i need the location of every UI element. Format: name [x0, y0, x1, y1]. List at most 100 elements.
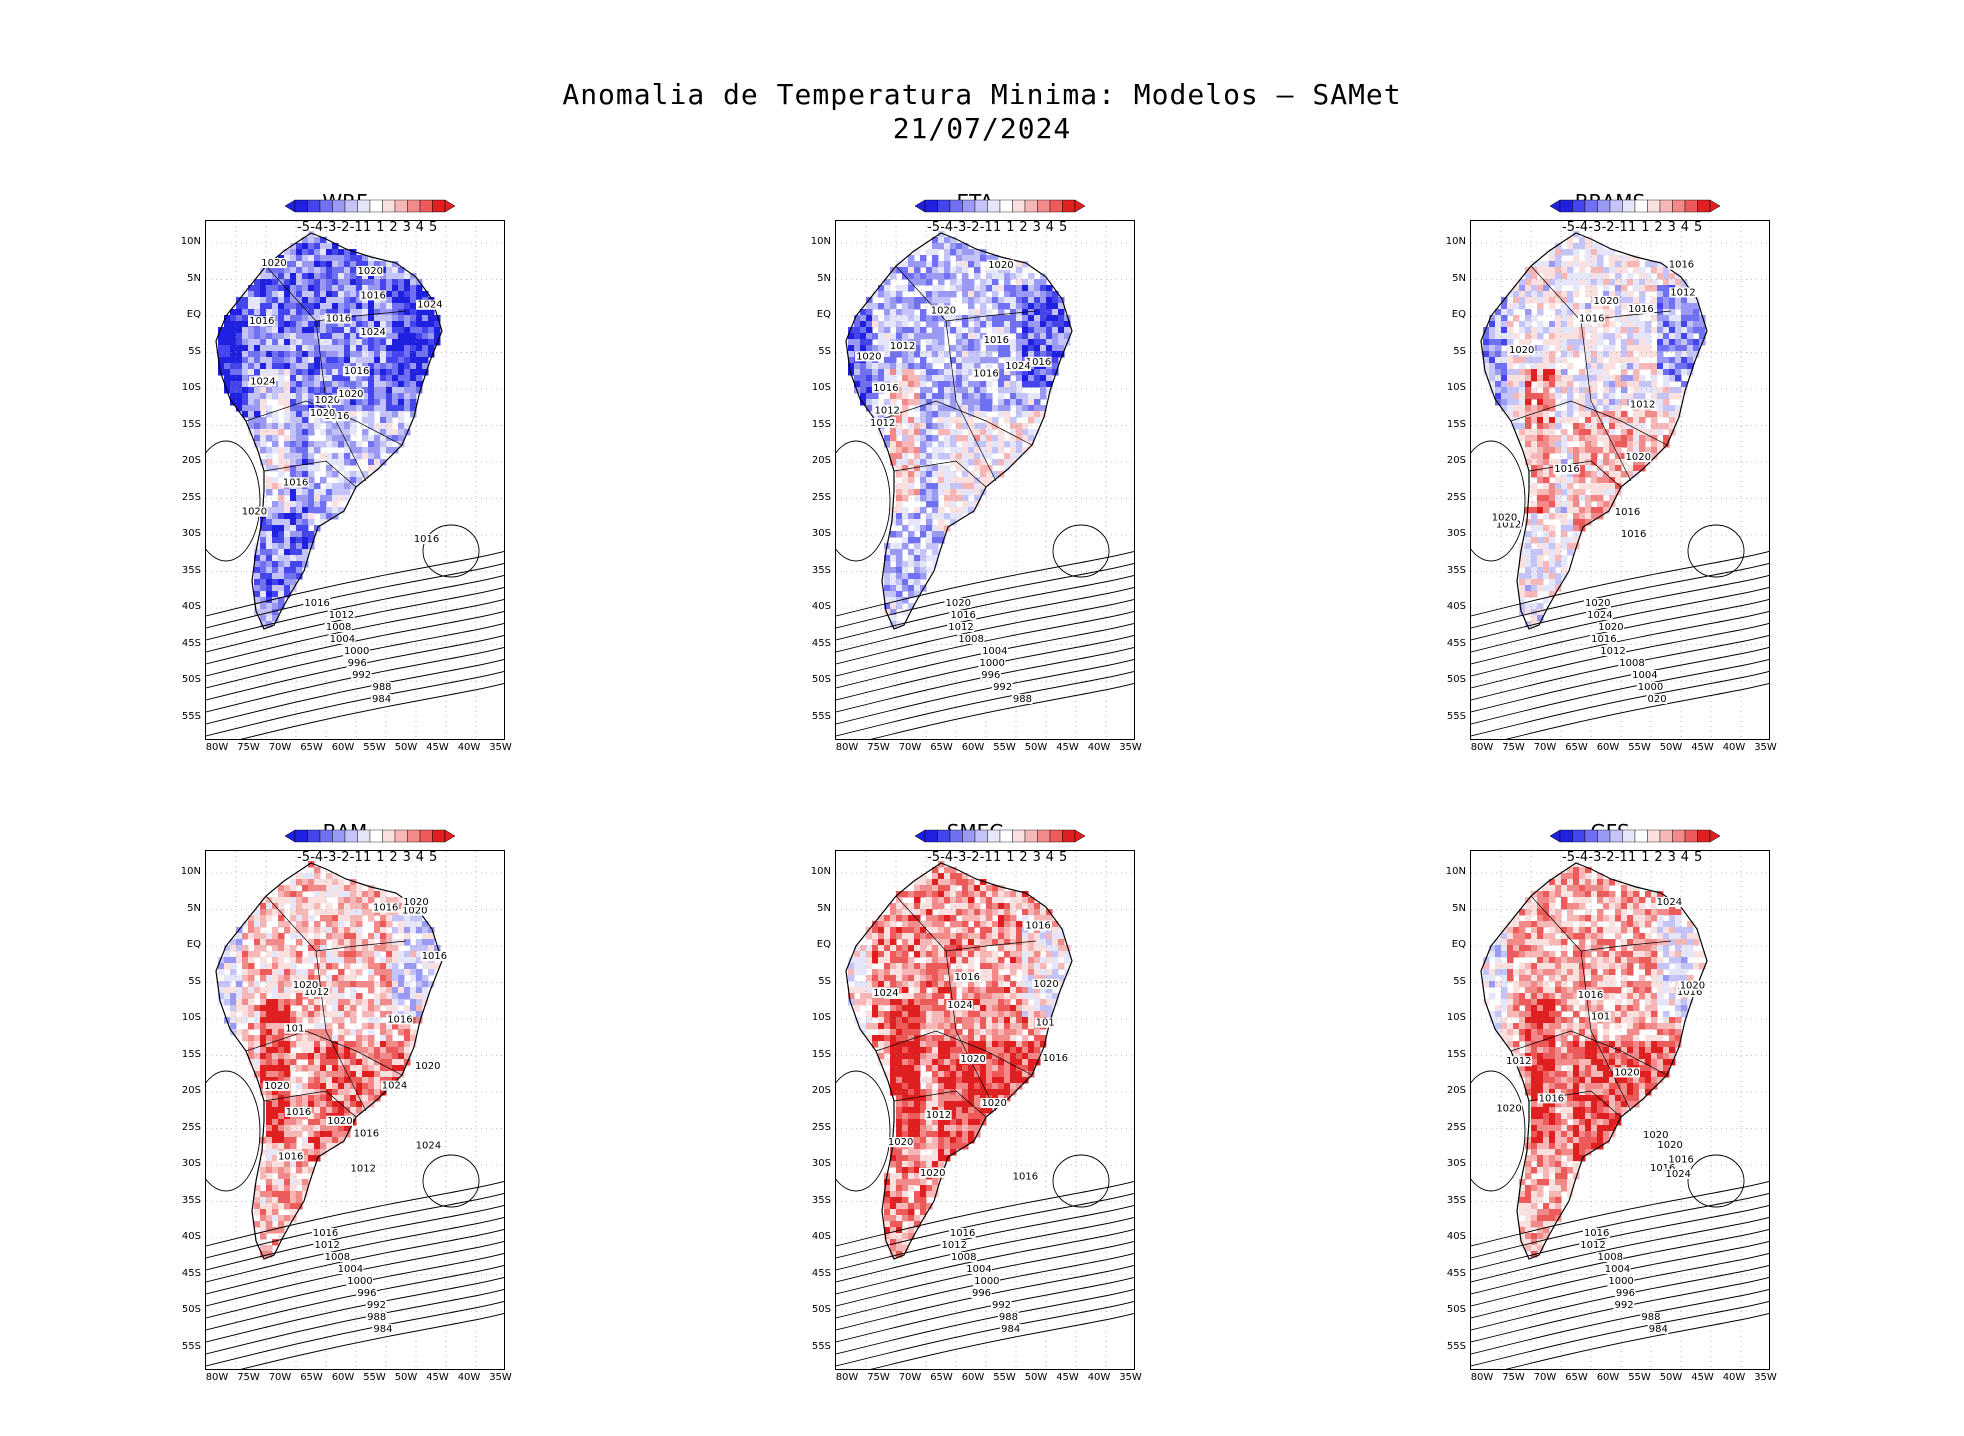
isobar — [240, 1313, 504, 1369]
isobar-label: 1024 — [1587, 610, 1612, 621]
lat-tick-label: 20S — [811, 455, 831, 466]
isobar-label: 1000 — [347, 1276, 372, 1287]
lon-tick-label: 35W — [489, 742, 512, 753]
isobar-label-bg — [868, 417, 896, 428]
isobar — [206, 551, 504, 617]
colorbar: -5 -4 -3 -2 -1 1 1 2 3 4 5 — [914, 198, 1086, 235]
isobar — [206, 1277, 504, 1343]
isobar-label: 1020 — [960, 1054, 985, 1065]
lat-tick-label: 50S — [1446, 1304, 1466, 1315]
isobar — [836, 1229, 1134, 1295]
isobar-label-bg — [1586, 610, 1613, 620]
lat-tick-label: 25S — [181, 491, 201, 503]
anomaly-map: 1011016101210201016101610201016102010201… — [836, 851, 1134, 1369]
lon-tick-label: 50W — [1024, 1372, 1048, 1383]
figure-title: Anomalia de Temperatura Minima: Modelos … — [562, 78, 1402, 111]
isobar-label: 1016 — [955, 972, 980, 983]
isobar-label: 1016 — [1669, 260, 1694, 271]
isobar-label: 1008 — [951, 1252, 976, 1263]
isobar-label-bg — [1627, 303, 1655, 314]
colorbar-label: 5 — [1059, 220, 1068, 235]
isobar-label-bg — [997, 1312, 1019, 1322]
lat-tick-label: 10S — [1446, 382, 1466, 393]
isobar-label-bg — [1024, 356, 1052, 367]
lon-tick-label: 55W — [363, 1372, 386, 1383]
lon-tick-label: 40W — [457, 742, 481, 753]
isobar — [836, 635, 1134, 701]
colorbar-swatch — [1062, 829, 1076, 843]
isobar-label: 1012 — [1670, 287, 1695, 298]
colorbar-arrow-right — [444, 829, 456, 843]
isobar-label-bg — [1041, 1052, 1069, 1063]
country-border — [263, 1090, 357, 1118]
isobar-label: 1016 — [1026, 357, 1051, 368]
colorbar-label: 5 — [1694, 850, 1703, 865]
isobar-label: 1016 — [278, 1151, 303, 1162]
colorbar-swatch — [307, 199, 321, 213]
isobar-label: 1020 — [946, 598, 971, 609]
colorbar-label: 2 — [389, 220, 398, 235]
isobar-label: 1016 — [387, 1014, 412, 1025]
colorbar-label: 1 — [376, 220, 385, 235]
isobar — [1471, 1217, 1769, 1283]
lat-tick-label: EQ — [816, 939, 831, 950]
lat-tick-label: 5S — [818, 345, 831, 357]
lat-tick-label: 55S — [181, 1340, 201, 1352]
lon-tick-label: 80W — [205, 1372, 229, 1383]
colorbar-label: 3 — [1667, 220, 1676, 235]
isobar-label-bg — [366, 1312, 387, 1322]
lat-tick-label: 10N — [180, 236, 201, 247]
colorbar-arrow-right — [1074, 199, 1086, 213]
colorbar-label: 1 — [993, 220, 1002, 235]
isobar-label-bg — [249, 376, 276, 387]
lat-tick-label: 50S — [181, 1304, 201, 1315]
colorbar-swatch — [949, 829, 963, 843]
lat-tick-label: EQ — [1451, 309, 1466, 320]
isobar-label-bg — [980, 670, 1001, 680]
isobar-label-bg — [420, 951, 448, 962]
isobar-label-bg — [1576, 989, 1604, 1000]
colorbar-swatch — [319, 829, 333, 843]
isobar-label: 1008 — [1619, 658, 1644, 669]
colorbar-swatch — [1584, 199, 1598, 213]
isobar-label: 984 — [1001, 1324, 1020, 1335]
colorbar-label: 5 — [1059, 850, 1068, 865]
colorbar-swatch — [1024, 829, 1038, 843]
isobar-label: 1020 — [310, 408, 335, 419]
lat-tick-label: 45S — [811, 1267, 831, 1279]
lon-tick-label: 65W — [1565, 742, 1588, 753]
colorbar-swatch — [332, 829, 346, 843]
lon-tick-label: 40W — [1722, 1372, 1746, 1383]
isobar — [206, 1241, 504, 1307]
lon-tick-label: 35W — [1754, 1372, 1777, 1383]
isobar-label-bg — [311, 1228, 339, 1238]
lon-tick-label: 65W — [1565, 1372, 1588, 1383]
isobar-label: 992 — [1614, 1300, 1633, 1311]
lat-tick-label: 40S — [181, 601, 201, 612]
isobar-label: 992 — [992, 1300, 1011, 1311]
isobar-label-bg — [1599, 646, 1627, 656]
colorbar-arrow-right — [444, 199, 456, 213]
isobar-label: 1016 — [1025, 921, 1050, 932]
isobar-label-bg — [1624, 452, 1652, 463]
isobar — [1471, 1253, 1769, 1319]
lat-tick-label: 55S — [181, 710, 201, 722]
colorbar-label: -1 — [1614, 850, 1628, 865]
isobar-label: 1020 — [293, 980, 318, 991]
colorbar-label: 1 — [1628, 850, 1637, 865]
colorbar-label: 1 — [1641, 850, 1650, 865]
isobar-label: 1016 — [984, 335, 1009, 346]
lat-tick-label: 45S — [1446, 1267, 1466, 1279]
lon-tick-label: 35W — [1119, 742, 1142, 753]
country-border — [955, 400, 997, 482]
isobar-label: 1016 — [1650, 1163, 1675, 1174]
lat-tick-label: 40S — [811, 1231, 831, 1242]
lat-tick-label: 25S — [1446, 1121, 1466, 1133]
isobar-label-bg — [872, 987, 899, 998]
lat-tick-label: 45S — [181, 637, 201, 649]
isobar-label-bg — [1648, 1163, 1676, 1174]
colorbar-swatch — [1684, 829, 1698, 843]
colorbar-label: -5 — [297, 850, 310, 865]
colorbar-swatch — [294, 829, 308, 843]
isobar — [1052, 524, 1110, 578]
